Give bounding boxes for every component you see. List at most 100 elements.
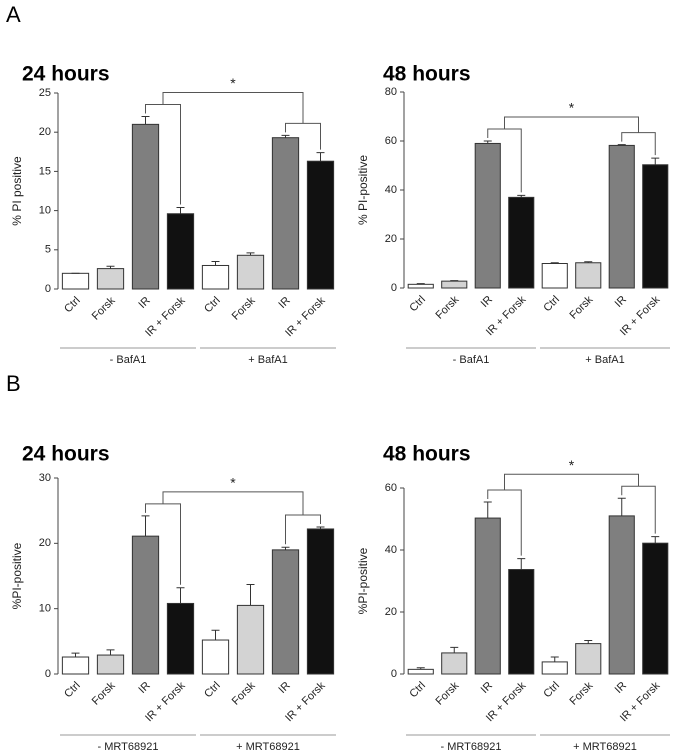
bar xyxy=(166,602,195,675)
x-tick-label: IR xyxy=(479,294,495,310)
x-tick-label: Ctrl xyxy=(62,680,83,701)
bar xyxy=(575,643,602,675)
error-bar xyxy=(617,144,626,146)
group-label: - BafA1 xyxy=(453,354,490,366)
error-bar xyxy=(316,526,325,529)
bar xyxy=(201,639,230,675)
y-tick-label: 40 xyxy=(385,544,397,556)
x-tick-label: Forsk xyxy=(567,679,595,707)
bar xyxy=(474,517,501,675)
error-bar xyxy=(584,640,593,644)
x-tick-label: Ctrl xyxy=(202,295,223,316)
error-bar xyxy=(246,252,255,256)
error-bar xyxy=(584,261,593,263)
y-tick-label: 15 xyxy=(39,165,51,177)
y-tick-label: 25 xyxy=(39,87,51,99)
bar xyxy=(407,668,434,675)
error-bar xyxy=(651,157,660,165)
chart-title: 48 hours xyxy=(383,63,471,86)
bar xyxy=(131,535,160,675)
x-tick-label: Forsk xyxy=(433,679,461,707)
bar xyxy=(441,280,468,289)
y-tick-label: 20 xyxy=(385,233,397,245)
error-bar xyxy=(246,583,255,606)
x-tick-label: IR xyxy=(136,295,152,311)
bracket xyxy=(504,473,639,490)
y-axis-label: % PI-positive xyxy=(356,155,370,225)
x-tick-label: Ctrl xyxy=(62,295,83,316)
x-tick-label: Forsk xyxy=(230,294,258,322)
bar xyxy=(236,604,265,675)
error-bar xyxy=(211,261,220,266)
error-bar xyxy=(517,194,526,198)
bar xyxy=(306,160,335,290)
error-bar xyxy=(450,646,459,653)
bar xyxy=(271,137,300,290)
panel-label: B xyxy=(6,371,21,396)
y-tick-label: 60 xyxy=(385,482,397,494)
error-bar xyxy=(416,667,425,670)
bracket xyxy=(504,116,639,133)
bar xyxy=(541,263,568,289)
x-tick-label: Ctrl xyxy=(541,680,562,701)
x-tick-label: Ctrl xyxy=(202,680,223,701)
group-label: + BafA1 xyxy=(585,354,624,366)
bar xyxy=(61,272,90,290)
bar xyxy=(306,528,335,675)
y-tick-label: 0 xyxy=(391,668,397,680)
bar xyxy=(608,515,635,675)
bar xyxy=(131,123,160,290)
group-label: + BafA1 xyxy=(248,354,287,366)
x-tick-label: Forsk xyxy=(90,679,118,707)
x-tick-label: Forsk xyxy=(230,679,258,707)
error-bar xyxy=(141,116,150,125)
y-tick-label: 20 xyxy=(39,537,51,549)
y-tick-label: 60 xyxy=(385,135,397,147)
bar xyxy=(407,283,434,289)
bar xyxy=(575,262,602,289)
bar xyxy=(236,254,265,290)
group-label: - MRT68921 xyxy=(441,741,502,753)
error-bar xyxy=(316,152,325,162)
bar xyxy=(61,656,90,675)
bar xyxy=(508,196,535,289)
significance: * xyxy=(230,475,236,491)
chart-title: 24 hours xyxy=(22,63,110,86)
error-bar xyxy=(211,629,220,641)
error-bar xyxy=(617,497,626,516)
y-tick-label: 20 xyxy=(39,126,51,138)
significance: * xyxy=(230,75,236,91)
error-bar xyxy=(141,515,150,537)
x-tick-label: IR xyxy=(276,680,292,696)
x-tick-label: Forsk xyxy=(90,294,118,322)
y-tick-label: 80 xyxy=(385,86,397,98)
y-tick-label: 0 xyxy=(45,283,51,295)
bar xyxy=(271,549,300,675)
error-bar xyxy=(483,501,492,519)
error-bar xyxy=(651,536,660,544)
y-tick-label: 10 xyxy=(39,603,51,615)
error-bar xyxy=(176,587,185,604)
error-bar xyxy=(106,265,115,269)
error-bar xyxy=(550,262,559,264)
error-bar xyxy=(483,140,492,144)
y-tick-label: 30 xyxy=(39,472,51,484)
error-bar xyxy=(106,649,115,656)
chart-title: 24 hours xyxy=(22,443,110,466)
y-tick-label: 5 xyxy=(45,244,51,256)
y-tick-label: 0 xyxy=(391,282,397,294)
x-tick-label: IR xyxy=(276,295,292,311)
error-bar xyxy=(416,283,425,285)
significance: * xyxy=(569,100,575,116)
group-label: - MRT68921 xyxy=(98,741,159,753)
bar xyxy=(642,542,669,675)
x-tick-label: Forsk xyxy=(567,293,595,321)
error-bar xyxy=(281,134,290,138)
x-tick-label: Ctrl xyxy=(407,294,428,315)
x-tick-label: Ctrl xyxy=(541,294,562,315)
x-tick-label: IR xyxy=(613,294,629,310)
bar xyxy=(201,264,230,290)
panel-label: A xyxy=(6,2,21,27)
bar xyxy=(642,164,669,289)
